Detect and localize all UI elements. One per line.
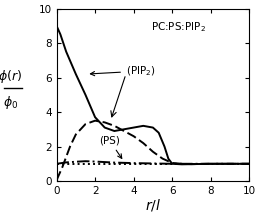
Text: $\phi_0$: $\phi_0$ [3,94,18,111]
X-axis label: $r/l$: $r/l$ [145,197,161,213]
Text: $\phi(r)$: $\phi(r)$ [0,68,22,85]
Text: (PS): (PS) [99,135,122,158]
Text: PC:PS:PIP$_2$: PC:PS:PIP$_2$ [151,21,205,34]
Text: (PIP$_2$): (PIP$_2$) [90,64,156,78]
